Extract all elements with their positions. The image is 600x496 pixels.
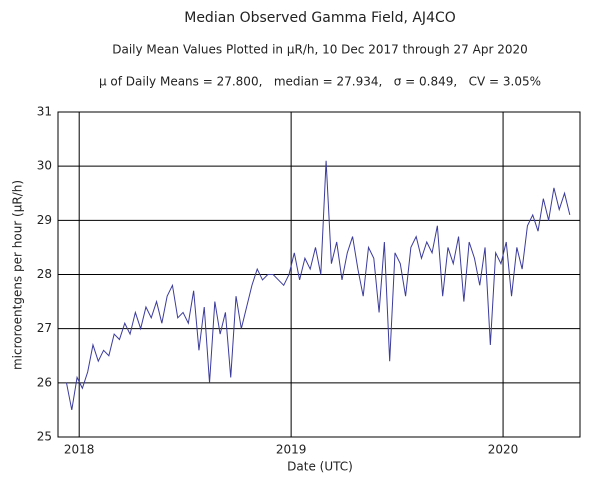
stats-annotation: μ of Daily Means = 27.800, median = 27.9… <box>99 75 541 89</box>
chart-subtitle: Daily Mean Values Plotted in μR/h, 10 De… <box>112 43 527 57</box>
y-tick-label: 30 <box>37 159 52 173</box>
x-tick-label: 2018 <box>64 443 95 457</box>
y-axis-label: microroentgens per hour (μR/h) <box>11 180 25 370</box>
x-tick-label: 2019 <box>276 443 307 457</box>
x-axis-label: Date (UTC) <box>287 460 353 474</box>
x-tick-label: 2020 <box>488 443 519 457</box>
y-tick-label: 27 <box>37 321 52 335</box>
y-tick-label: 25 <box>37 430 52 444</box>
y-tick-label: 31 <box>37 105 52 119</box>
y-tick-label: 28 <box>37 267 52 281</box>
y-tick-label: 26 <box>37 375 52 389</box>
data-line <box>65 160 571 411</box>
y-tick-label: 29 <box>37 213 52 227</box>
chart-title: Median Observed Gamma Field, AJ4CO <box>184 10 456 26</box>
